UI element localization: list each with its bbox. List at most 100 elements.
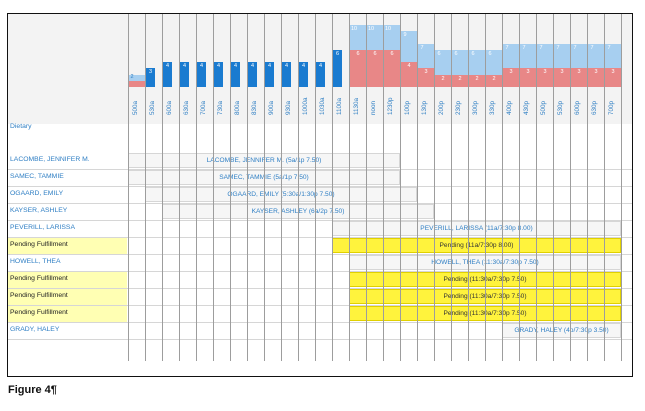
staffed-bar: [180, 62, 189, 87]
needed-count: 7: [556, 44, 560, 51]
employee-name[interactable]: Pending Fulfillment: [10, 309, 68, 316]
time-tick-label: 330p: [489, 100, 496, 115]
employee-name[interactable]: Pending Fulfillment: [10, 275, 68, 282]
time-tick-label: 830a: [251, 100, 258, 115]
target-bar: [435, 49, 451, 75]
staffed-bar: [435, 74, 451, 87]
employee-name[interactable]: Pending Fulfillment: [10, 241, 68, 248]
staffed-count: 6: [373, 50, 377, 57]
time-tick-label: 600a: [166, 100, 173, 115]
time-tick-label: 800a: [234, 100, 241, 115]
staffed-bar: [418, 68, 434, 87]
target-bar: [384, 25, 400, 50]
needed-count: 6: [437, 50, 441, 57]
time-tick-label: 630p: [591, 100, 598, 115]
time-tick-label: noon: [370, 100, 377, 115]
staffed-count: 4: [301, 63, 306, 70]
staffed-count: 6: [335, 50, 340, 57]
target-bar: [520, 43, 536, 69]
schedule-frame: 2 3 4 4 4 4 4 4 4 4 4 4 6 10 6 10 6 10 6 9 4 7 3 6 2 6 2 6 2 6 2 7 3 7 3 7 3…: [7, 13, 633, 377]
employee-name[interactable]: PEVERILL, LARISSA: [10, 224, 75, 231]
needed-count: 7: [607, 44, 611, 51]
target-bar: [418, 43, 434, 69]
needed-count: 10: [384, 26, 392, 32]
staffed-count: 3: [509, 69, 513, 76]
staffed-bar: [571, 68, 587, 87]
staffed-count: 3: [560, 69, 564, 76]
staffed-bar: [605, 68, 621, 87]
time-tick-label: 730a: [217, 100, 224, 115]
time-tick-label: 630a: [183, 100, 190, 115]
staffed-count: 4: [199, 63, 204, 70]
shift-block[interactable]: OGAARD, EMILY (5:30a/1:30p 7.50): [145, 187, 417, 202]
target-bar: [367, 25, 383, 50]
time-tick-label: 300p: [472, 100, 479, 115]
staffed-bar: [163, 62, 172, 87]
target-bar: [452, 49, 468, 75]
time-tick-label: 500a: [132, 100, 139, 115]
staffed-count: 4: [407, 63, 411, 70]
shift-block[interactable]: Pending (11:30a/7:30p 7.50): [349, 272, 621, 287]
target-bar: [537, 43, 553, 69]
employee-name[interactable]: OGAARD, EMILY: [10, 190, 64, 197]
staffed-count: 3: [424, 69, 428, 76]
time-tick-label: 1100a: [336, 97, 343, 115]
time-tick-label: 230p: [455, 100, 462, 115]
staffed-count: 4: [216, 63, 221, 70]
row-divider: [8, 339, 632, 340]
staffed-count: 2: [492, 75, 496, 82]
employee-name[interactable]: HOWELL, THEA: [10, 258, 61, 265]
staffed-bar: [146, 68, 155, 87]
shift-block[interactable]: LACOMBE, JENNIFER M. (5a/1p 7.50): [128, 153, 400, 168]
staffed-count: 4: [250, 63, 255, 70]
staffed-bar: [265, 62, 274, 87]
shift-block[interactable]: KAYSER, ASHLEY (6a/2p 7.50): [162, 204, 434, 219]
shift-block[interactable]: Pending (11a/7:30p 8.00): [332, 238, 621, 253]
target-bar: [588, 43, 604, 69]
target-bar: [605, 43, 621, 69]
staffed-count: 4: [267, 63, 272, 70]
time-tick-label: 900a: [268, 100, 275, 115]
pending-highlight: [8, 237, 127, 254]
shift-block[interactable]: HOWELL, THEA (11:30a/7:30p 7.50): [349, 255, 621, 270]
time-tick-label: 1000a: [302, 97, 309, 115]
needed-count: 7: [539, 44, 543, 51]
staffed-count: 3: [577, 69, 581, 76]
employee-name[interactable]: LACOMBE, JENNIFER M.: [10, 156, 90, 163]
shift-block[interactable]: Pending (11:30a/7:30p 7.50): [349, 306, 621, 321]
staffed-bar: [367, 49, 383, 87]
shift-block[interactable]: Pending (11:30a/7:30p 7.50): [349, 289, 621, 304]
employee-name[interactable]: GRADY, HALEY: [10, 326, 60, 333]
staffed-bar: [316, 62, 325, 87]
staffed-bar: [299, 62, 308, 87]
staffed-bar: [486, 74, 502, 87]
time-tick-label: 1030a: [319, 97, 326, 115]
staffed-bar: [129, 80, 145, 87]
shift-block[interactable]: SAMEC, TAMMIE (5a/1p 7.50): [128, 170, 400, 185]
staffed-count: 4: [165, 63, 170, 70]
shift-block[interactable]: GRADY, HALEY (4p/7:30p 3.50): [502, 323, 621, 338]
employee-name[interactable]: SAMEC, TAMMIE: [10, 173, 64, 180]
staffed-count: 3: [543, 69, 547, 76]
shift-block[interactable]: PEVERILL, LARISSA (11a/7:30p 8.00): [332, 221, 621, 236]
staffed-bar: [282, 62, 291, 87]
time-tick-label: 130p: [421, 100, 428, 115]
employee-name[interactable]: Pending Fulfillment: [10, 292, 68, 299]
staffed-bar: [452, 74, 468, 87]
staffed-count: 3: [611, 69, 615, 76]
staffed-count: 4: [284, 63, 289, 70]
staffed-count: 3: [148, 69, 153, 76]
staffed-bar: [554, 68, 570, 87]
staffed-count: 6: [390, 50, 394, 57]
department-label: Dietary: [10, 123, 32, 130]
staffed-bar: [350, 49, 366, 87]
employee-name[interactable]: KAYSER, ASHLEY: [10, 207, 68, 214]
staffed-count: 3: [594, 69, 598, 76]
staffed-count: 3: [526, 69, 530, 76]
figure-caption: Figure 4¶: [8, 384, 57, 396]
time-tick-label: 100p: [404, 100, 411, 115]
needed-count: 10: [350, 26, 358, 32]
target-bar: [129, 74, 145, 81]
target-bar: [350, 25, 366, 50]
time-tick-label: 700a: [200, 100, 207, 115]
